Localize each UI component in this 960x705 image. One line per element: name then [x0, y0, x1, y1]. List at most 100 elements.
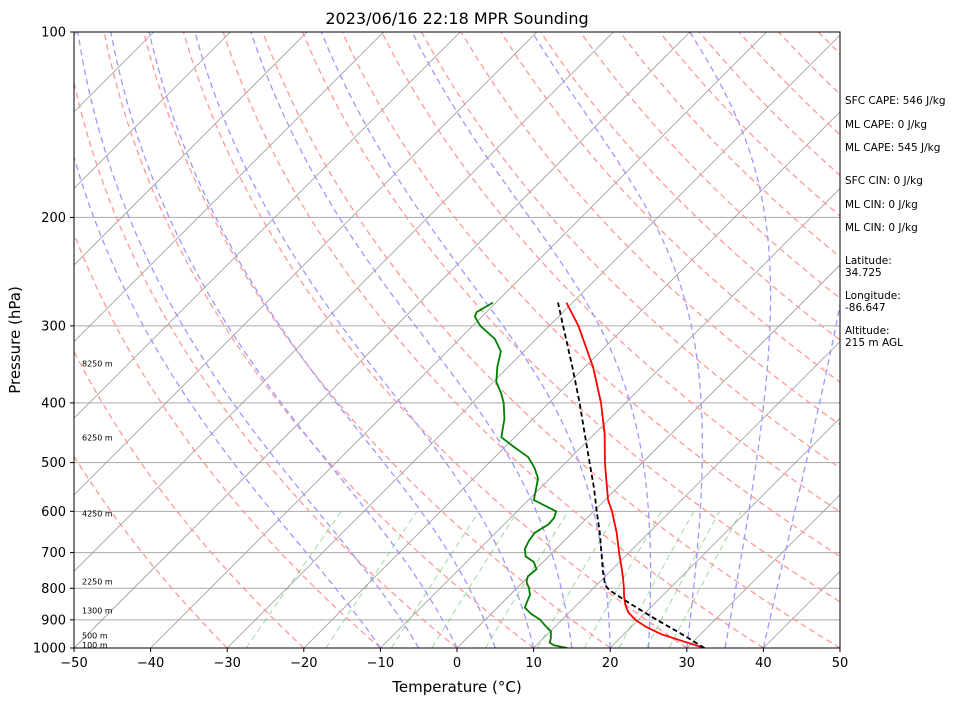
temperature-profile [565, 302, 705, 648]
x-tick-label: −10 [367, 656, 394, 671]
mixing-ratio-line [325, 510, 418, 648]
dry-adiabat-line [74, 349, 305, 648]
y-tick-label: 500 [41, 456, 66, 471]
mixing-ratio-line [618, 511, 695, 648]
dry-adiabat-line [74, 231, 381, 648]
dry-adiabat-line [222, 32, 764, 648]
height-label: 100 m [82, 641, 108, 650]
isotherm-line [303, 111, 840, 648]
parcel-profile [557, 302, 705, 648]
x-tick-label: 0 [453, 656, 461, 671]
y-tick-label: 600 [41, 505, 66, 520]
isotherm-line [686, 494, 840, 648]
dry-adiabat-line [143, 32, 611, 648]
y-tick-label: 400 [41, 396, 66, 411]
y-tick-label: 1000 [33, 642, 66, 657]
x-axis: −50 −40 −30 −20 −10 0 10 20 30 40 50 [60, 648, 848, 671]
isotherm-line [0, 32, 1, 648]
sfc-cin-text: SFC CIN: 0 J/kg [845, 175, 923, 187]
chart-title: 2023/06/16 22:18 MPR Sounding [325, 9, 588, 28]
altitude-value: 215 m AGL [845, 337, 903, 349]
moist-adiabat-line [762, 301, 840, 648]
y-tick-label: 700 [41, 546, 66, 561]
isotherm-line [456, 264, 840, 648]
y-axis: 100 200 300 400 500 600 700 800 900 1000 [33, 26, 74, 657]
mixing-ratio-line [584, 511, 662, 648]
ml-cape-text-2: ML CAPE: 545 J/kg [845, 142, 940, 154]
x-tick-label: 10 [525, 656, 542, 671]
mixing-ratio-line [431, 511, 518, 648]
isotherm-line [226, 34, 840, 648]
moist-adiabat-line [77, 32, 420, 648]
height-label: 8250 m [82, 359, 113, 368]
mixing-ratio-line [668, 511, 742, 648]
moist-adiabat-line [194, 32, 535, 648]
isotherm-line [74, 32, 614, 572]
height-label: 1300 m [82, 607, 113, 616]
height-label: 6250 m [82, 433, 113, 442]
x-tick-label: 20 [602, 656, 619, 671]
isotherm-line [74, 32, 691, 648]
x-axis-label: Temperature (°C) [391, 678, 521, 696]
x-tick-label: 30 [679, 656, 696, 671]
y-tick-label: 800 [41, 582, 66, 597]
sfc-cape-text: SFC CAPE: 546 J/kg [845, 95, 946, 107]
x-tick-label: −30 [213, 656, 240, 671]
dewpoint-profile [473, 301, 568, 648]
mixing-ratio-line [390, 511, 480, 648]
mixing-ratio-line [645, 511, 721, 648]
isotherm-line [380, 187, 840, 648]
height-label: 4250 m [82, 510, 113, 519]
latitude-label: Latitude: [845, 255, 892, 267]
moist-adiabat-line [74, 154, 381, 648]
altitude-label: Altitude: [845, 325, 890, 337]
ml-cin-text: ML CIN: 0 J/kg [845, 199, 918, 211]
x-tick-label: 40 [755, 656, 772, 671]
moist-adiabat-line [689, 32, 772, 648]
mixing-ratio-line [537, 511, 618, 648]
background-lines [0, 32, 840, 648]
dry-adiabat-line [103, 32, 534, 648]
moist-adiabat-line [531, 32, 704, 648]
height-label: 2250 m [82, 578, 113, 587]
dry-adiabat-line [579, 32, 840, 300]
dry-adiabat-line [262, 32, 840, 648]
moist-adiabat-line [320, 32, 611, 648]
isotherm-line [609, 417, 840, 648]
isotherm-line [74, 32, 461, 419]
x-tick-label: −40 [137, 656, 164, 671]
x-tick-label: −20 [290, 656, 317, 671]
ml-cin-text-2: ML CIN: 0 J/kg [845, 222, 918, 234]
x-tick-label: 50 [832, 656, 849, 671]
isotherm-line [150, 32, 767, 648]
longitude-label: Longitude: [845, 290, 901, 302]
sounding-info-panel: SFC CAPE: 546 J/kg ML CAPE: 0 J/kg ML CA… [845, 95, 946, 349]
y-axis-label: Pressure (hPa) [6, 286, 24, 394]
height-label: 500 m [82, 632, 108, 641]
latitude-value: 34.725 [845, 267, 882, 279]
moist-adiabat-line [250, 32, 573, 648]
x-tick-label: −50 [60, 656, 87, 671]
isotherm-line [74, 32, 308, 266]
dry-adiabat-line [74, 454, 228, 648]
y-tick-label: 200 [41, 211, 66, 226]
dry-adiabat-line [74, 79, 458, 648]
moist-adiabat-line [110, 32, 458, 648]
isotherm-line [74, 32, 231, 189]
isotherm-line [533, 341, 840, 648]
profile-lines [473, 301, 705, 648]
longitude-value: -86.647 [845, 302, 886, 314]
mixing-ratio-line [245, 510, 342, 648]
y-tick-label: 100 [41, 26, 66, 41]
mixing-ratio-line [485, 511, 569, 648]
ml-cape-text: ML CAPE: 0 J/kg [845, 119, 927, 131]
plot-frame [73, 31, 841, 649]
isotherm-line [74, 32, 538, 496]
y-tick-label: 300 [41, 319, 66, 334]
moist-adiabat-line [148, 32, 496, 648]
isotherm-line [74, 32, 384, 343]
y-tick-label: 900 [41, 613, 66, 628]
moist-adiabat-line [411, 32, 652, 648]
